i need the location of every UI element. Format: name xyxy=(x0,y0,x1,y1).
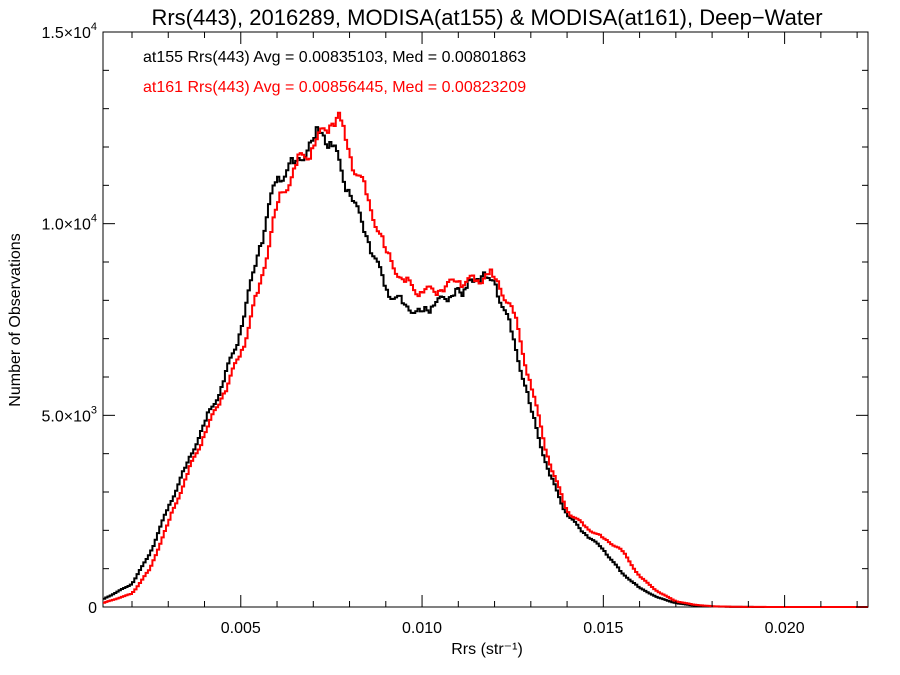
x-tick-label: 0.005 xyxy=(221,620,261,637)
series-line-at155 xyxy=(103,126,868,608)
y-tick-label: 1.5×104 xyxy=(41,21,97,42)
legend-entry-at161: at161 Rrs(443) Avg = 0.00856445, Med = 0… xyxy=(143,79,526,96)
x-tick-label: 0.020 xyxy=(765,620,805,637)
chart-title: Rrs(443), 2016289, MODISA(at155) & MODIS… xyxy=(151,5,822,30)
y-tick-label: 5.0×103 xyxy=(41,404,97,425)
x-tick-label: 0.010 xyxy=(402,620,442,637)
y-tick-label: 0 xyxy=(88,600,97,617)
y-axis-label: Number of Observations xyxy=(7,233,24,406)
legend-entry-at155: at155 Rrs(443) Avg = 0.00835103, Med = 0… xyxy=(143,49,526,66)
series-layer xyxy=(103,111,868,608)
x-tick-label: 0.015 xyxy=(583,620,623,637)
plot-area: 0.005 0.010 0.015 0.020 0 5.0×103 1.0×104 1.5×1… xyxy=(41,21,869,637)
y-tick-label: 1.0×104 xyxy=(41,213,97,234)
plot-frame xyxy=(102,31,869,608)
ticks-layer: 0.005 0.010 0.015 0.020 0 5.0×103 1.0×104 1.5×1… xyxy=(41,21,868,637)
x-axis-label: Rrs (str⁻¹) xyxy=(451,641,523,658)
legend: at155 Rrs(443) Avg = 0.00835103, Med = 0… xyxy=(143,49,526,96)
series-line-at161 xyxy=(103,111,868,608)
